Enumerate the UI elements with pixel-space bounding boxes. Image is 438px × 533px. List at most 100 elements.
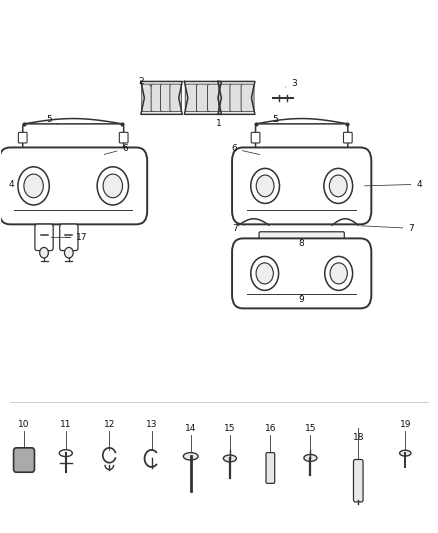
FancyBboxPatch shape bbox=[266, 453, 275, 483]
FancyBboxPatch shape bbox=[290, 256, 300, 291]
FancyBboxPatch shape bbox=[295, 130, 308, 146]
FancyBboxPatch shape bbox=[26, 130, 41, 146]
FancyBboxPatch shape bbox=[53, 130, 67, 146]
FancyBboxPatch shape bbox=[297, 256, 306, 291]
FancyBboxPatch shape bbox=[142, 84, 153, 112]
FancyBboxPatch shape bbox=[319, 130, 333, 146]
Circle shape bbox=[97, 167, 128, 205]
FancyBboxPatch shape bbox=[291, 165, 300, 207]
FancyBboxPatch shape bbox=[271, 130, 284, 146]
FancyBboxPatch shape bbox=[317, 165, 325, 207]
Text: 14: 14 bbox=[185, 424, 196, 433]
Text: 16: 16 bbox=[265, 424, 276, 433]
Circle shape bbox=[329, 175, 347, 197]
FancyBboxPatch shape bbox=[232, 148, 371, 224]
FancyBboxPatch shape bbox=[343, 132, 352, 143]
Text: 4: 4 bbox=[8, 180, 14, 189]
FancyBboxPatch shape bbox=[284, 256, 293, 291]
FancyBboxPatch shape bbox=[61, 165, 71, 207]
FancyBboxPatch shape bbox=[54, 165, 64, 207]
Circle shape bbox=[18, 167, 49, 205]
FancyBboxPatch shape bbox=[230, 84, 243, 112]
FancyBboxPatch shape bbox=[185, 84, 198, 112]
Ellipse shape bbox=[223, 455, 237, 462]
Text: 9: 9 bbox=[299, 294, 304, 304]
Ellipse shape bbox=[59, 450, 72, 457]
Circle shape bbox=[324, 168, 353, 204]
FancyBboxPatch shape bbox=[283, 130, 297, 146]
Text: 3: 3 bbox=[286, 78, 297, 87]
FancyBboxPatch shape bbox=[208, 84, 220, 112]
Text: 5: 5 bbox=[273, 115, 279, 124]
FancyBboxPatch shape bbox=[255, 124, 348, 151]
FancyBboxPatch shape bbox=[278, 165, 287, 207]
FancyBboxPatch shape bbox=[24, 151, 122, 159]
FancyBboxPatch shape bbox=[47, 165, 57, 207]
Ellipse shape bbox=[399, 450, 411, 456]
Text: 12: 12 bbox=[104, 420, 115, 429]
FancyBboxPatch shape bbox=[160, 84, 172, 112]
Ellipse shape bbox=[184, 453, 198, 460]
Ellipse shape bbox=[304, 455, 317, 462]
FancyBboxPatch shape bbox=[353, 459, 363, 502]
FancyBboxPatch shape bbox=[79, 130, 94, 146]
Text: 15: 15 bbox=[224, 424, 236, 433]
FancyBboxPatch shape bbox=[304, 165, 313, 207]
Text: 17: 17 bbox=[65, 233, 88, 242]
FancyBboxPatch shape bbox=[196, 84, 209, 112]
FancyBboxPatch shape bbox=[18, 132, 27, 143]
Text: 1: 1 bbox=[216, 113, 222, 128]
FancyBboxPatch shape bbox=[151, 84, 162, 112]
FancyBboxPatch shape bbox=[106, 130, 120, 146]
Circle shape bbox=[325, 256, 353, 290]
Circle shape bbox=[24, 174, 43, 198]
Text: 7: 7 bbox=[361, 224, 414, 233]
FancyBboxPatch shape bbox=[259, 232, 344, 240]
FancyBboxPatch shape bbox=[297, 165, 306, 207]
FancyBboxPatch shape bbox=[310, 165, 319, 207]
Circle shape bbox=[256, 175, 274, 197]
FancyBboxPatch shape bbox=[331, 130, 345, 146]
Circle shape bbox=[256, 263, 273, 284]
FancyBboxPatch shape bbox=[311, 256, 320, 291]
Text: 18: 18 bbox=[353, 433, 364, 442]
Circle shape bbox=[251, 168, 279, 204]
Text: 10: 10 bbox=[18, 420, 30, 429]
Text: 13: 13 bbox=[146, 420, 157, 429]
FancyBboxPatch shape bbox=[75, 165, 85, 207]
FancyBboxPatch shape bbox=[257, 151, 346, 159]
Circle shape bbox=[330, 263, 347, 284]
FancyBboxPatch shape bbox=[284, 165, 293, 207]
FancyBboxPatch shape bbox=[23, 124, 124, 151]
FancyBboxPatch shape bbox=[241, 84, 254, 112]
FancyBboxPatch shape bbox=[0, 148, 147, 224]
Text: 6: 6 bbox=[231, 144, 260, 155]
FancyBboxPatch shape bbox=[119, 132, 128, 143]
FancyBboxPatch shape bbox=[92, 130, 107, 146]
FancyBboxPatch shape bbox=[60, 224, 78, 251]
FancyBboxPatch shape bbox=[89, 165, 99, 207]
FancyBboxPatch shape bbox=[304, 256, 313, 291]
FancyBboxPatch shape bbox=[258, 130, 272, 146]
Text: 2: 2 bbox=[139, 77, 152, 86]
FancyBboxPatch shape bbox=[307, 130, 321, 146]
FancyBboxPatch shape bbox=[219, 84, 232, 112]
FancyBboxPatch shape bbox=[39, 130, 54, 146]
FancyBboxPatch shape bbox=[66, 130, 81, 146]
Text: 6: 6 bbox=[104, 144, 128, 155]
FancyBboxPatch shape bbox=[68, 165, 78, 207]
FancyBboxPatch shape bbox=[170, 84, 181, 112]
Circle shape bbox=[251, 256, 279, 290]
FancyBboxPatch shape bbox=[82, 165, 92, 207]
Circle shape bbox=[64, 247, 73, 258]
FancyBboxPatch shape bbox=[35, 224, 53, 251]
FancyBboxPatch shape bbox=[232, 238, 371, 309]
FancyBboxPatch shape bbox=[277, 256, 286, 291]
Text: 7: 7 bbox=[233, 224, 244, 233]
Text: 15: 15 bbox=[305, 424, 316, 433]
FancyBboxPatch shape bbox=[14, 448, 35, 472]
FancyBboxPatch shape bbox=[251, 132, 260, 143]
Text: 11: 11 bbox=[60, 420, 71, 429]
Circle shape bbox=[40, 247, 48, 258]
Text: 8: 8 bbox=[299, 238, 304, 248]
